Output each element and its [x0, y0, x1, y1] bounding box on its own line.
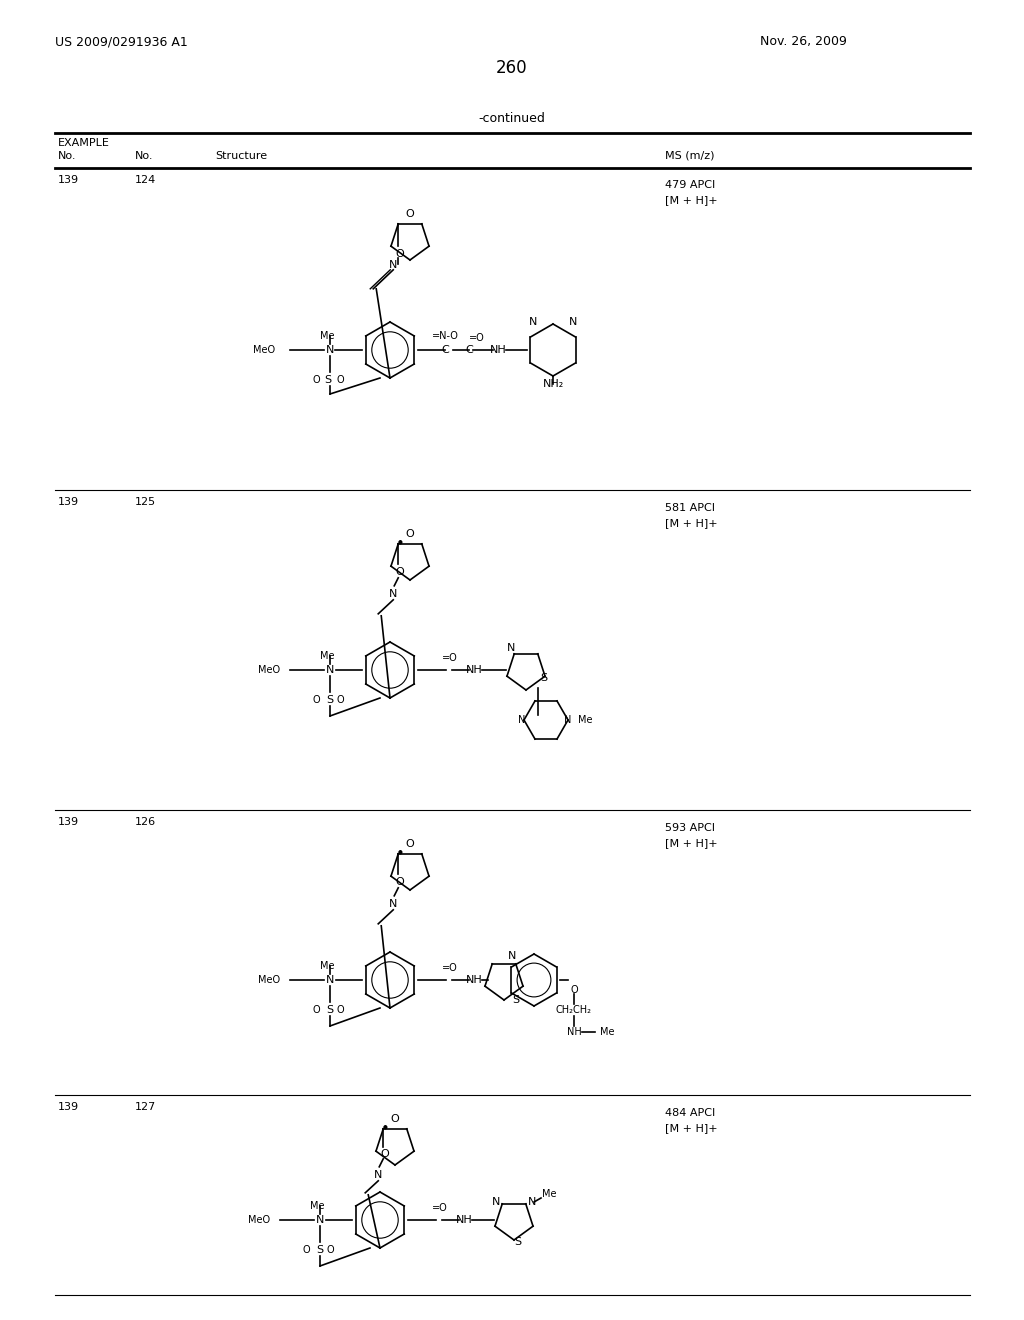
Text: 260: 260	[497, 59, 527, 77]
Text: N: N	[492, 1197, 500, 1206]
Text: 593 APCI: 593 APCI	[665, 822, 715, 833]
Text: N: N	[518, 715, 525, 725]
Text: Me: Me	[600, 1027, 614, 1038]
Text: O: O	[336, 696, 344, 705]
Text: N: N	[389, 899, 397, 908]
Text: ●: ●	[383, 1125, 388, 1130]
Text: 125: 125	[135, 498, 156, 507]
Text: O: O	[336, 1005, 344, 1015]
Text: No.: No.	[135, 150, 154, 161]
Text: O: O	[312, 375, 319, 385]
Text: O: O	[312, 696, 319, 705]
Text: 139: 139	[58, 498, 79, 507]
Text: N: N	[326, 345, 334, 355]
Text: =O: =O	[442, 653, 458, 663]
Text: [M + H]+: [M + H]+	[665, 838, 718, 847]
Text: O: O	[312, 1005, 319, 1015]
Text: 581 APCI: 581 APCI	[665, 503, 715, 513]
Text: 484 APCI: 484 APCI	[665, 1107, 715, 1118]
Text: O: O	[302, 1245, 310, 1255]
Text: S: S	[327, 1005, 334, 1015]
Text: MeO: MeO	[258, 665, 280, 675]
Text: Me: Me	[319, 331, 334, 341]
Text: Structure: Structure	[215, 150, 267, 161]
Text: 124: 124	[135, 176, 157, 185]
Text: EXAMPLE: EXAMPLE	[58, 139, 110, 148]
Text: Me: Me	[319, 961, 334, 972]
Text: N: N	[389, 589, 397, 599]
Text: 139: 139	[58, 176, 79, 185]
Text: O: O	[396, 566, 404, 577]
Text: C: C	[441, 345, 449, 355]
Text: O: O	[396, 876, 404, 887]
Text: Me: Me	[309, 1201, 325, 1210]
Text: S: S	[327, 696, 334, 705]
Text: N: N	[528, 317, 538, 327]
Text: Me: Me	[319, 651, 334, 661]
Text: N: N	[389, 260, 397, 269]
Text: [M + H]+: [M + H]+	[665, 195, 718, 205]
Text: N: N	[568, 317, 578, 327]
Text: ●: ●	[398, 540, 402, 544]
Text: Me: Me	[542, 1189, 556, 1199]
Text: O: O	[406, 529, 415, 539]
Text: No.: No.	[58, 150, 77, 161]
Text: O: O	[327, 1245, 334, 1255]
Text: O: O	[406, 840, 415, 849]
Text: =O: =O	[442, 964, 458, 973]
Text: N: N	[326, 975, 334, 985]
Text: CH₂CH₂: CH₂CH₂	[556, 1005, 592, 1015]
Text: O: O	[570, 985, 578, 995]
Text: -continued: -continued	[478, 111, 546, 124]
Text: MeO: MeO	[248, 1214, 270, 1225]
Text: 139: 139	[58, 1102, 79, 1111]
Text: MeO: MeO	[258, 975, 280, 985]
Text: 126: 126	[135, 817, 156, 828]
Text: 139: 139	[58, 817, 79, 828]
Text: N: N	[507, 643, 515, 653]
Text: N: N	[326, 665, 334, 675]
Text: =O: =O	[432, 1203, 447, 1213]
Text: 479 APCI: 479 APCI	[665, 180, 715, 190]
Text: ●: ●	[398, 849, 402, 854]
Text: NH: NH	[466, 975, 482, 985]
Text: S: S	[541, 673, 548, 682]
Text: O: O	[406, 209, 415, 219]
Text: S: S	[514, 1237, 521, 1247]
Text: [M + H]+: [M + H]+	[665, 1123, 718, 1133]
Text: C: C	[465, 345, 473, 355]
Text: S: S	[512, 995, 519, 1005]
Text: N: N	[315, 1214, 325, 1225]
Text: O: O	[381, 1148, 389, 1159]
Text: MeO: MeO	[253, 345, 275, 355]
Text: MS (m/z): MS (m/z)	[665, 150, 715, 161]
Text: Nov. 26, 2009: Nov. 26, 2009	[760, 36, 847, 49]
Text: NH: NH	[456, 1214, 472, 1225]
Text: N: N	[527, 1197, 537, 1206]
Text: =N-O: =N-O	[431, 331, 459, 341]
Text: NH₂: NH₂	[543, 379, 563, 389]
Text: US 2009/0291936 A1: US 2009/0291936 A1	[55, 36, 187, 49]
Text: 127: 127	[135, 1102, 157, 1111]
Text: O: O	[390, 1114, 399, 1125]
Text: =O: =O	[469, 333, 485, 343]
Text: NH: NH	[566, 1027, 582, 1038]
Text: NH: NH	[466, 665, 482, 675]
Text: O: O	[396, 248, 404, 259]
Text: NH: NH	[489, 345, 507, 355]
Text: N: N	[508, 950, 516, 961]
Text: Me: Me	[578, 715, 593, 725]
Text: S: S	[325, 375, 332, 385]
Text: N: N	[564, 715, 571, 725]
Text: [M + H]+: [M + H]+	[665, 517, 718, 528]
Text: N: N	[374, 1170, 382, 1180]
Text: O: O	[336, 375, 344, 385]
Text: S: S	[316, 1245, 324, 1255]
